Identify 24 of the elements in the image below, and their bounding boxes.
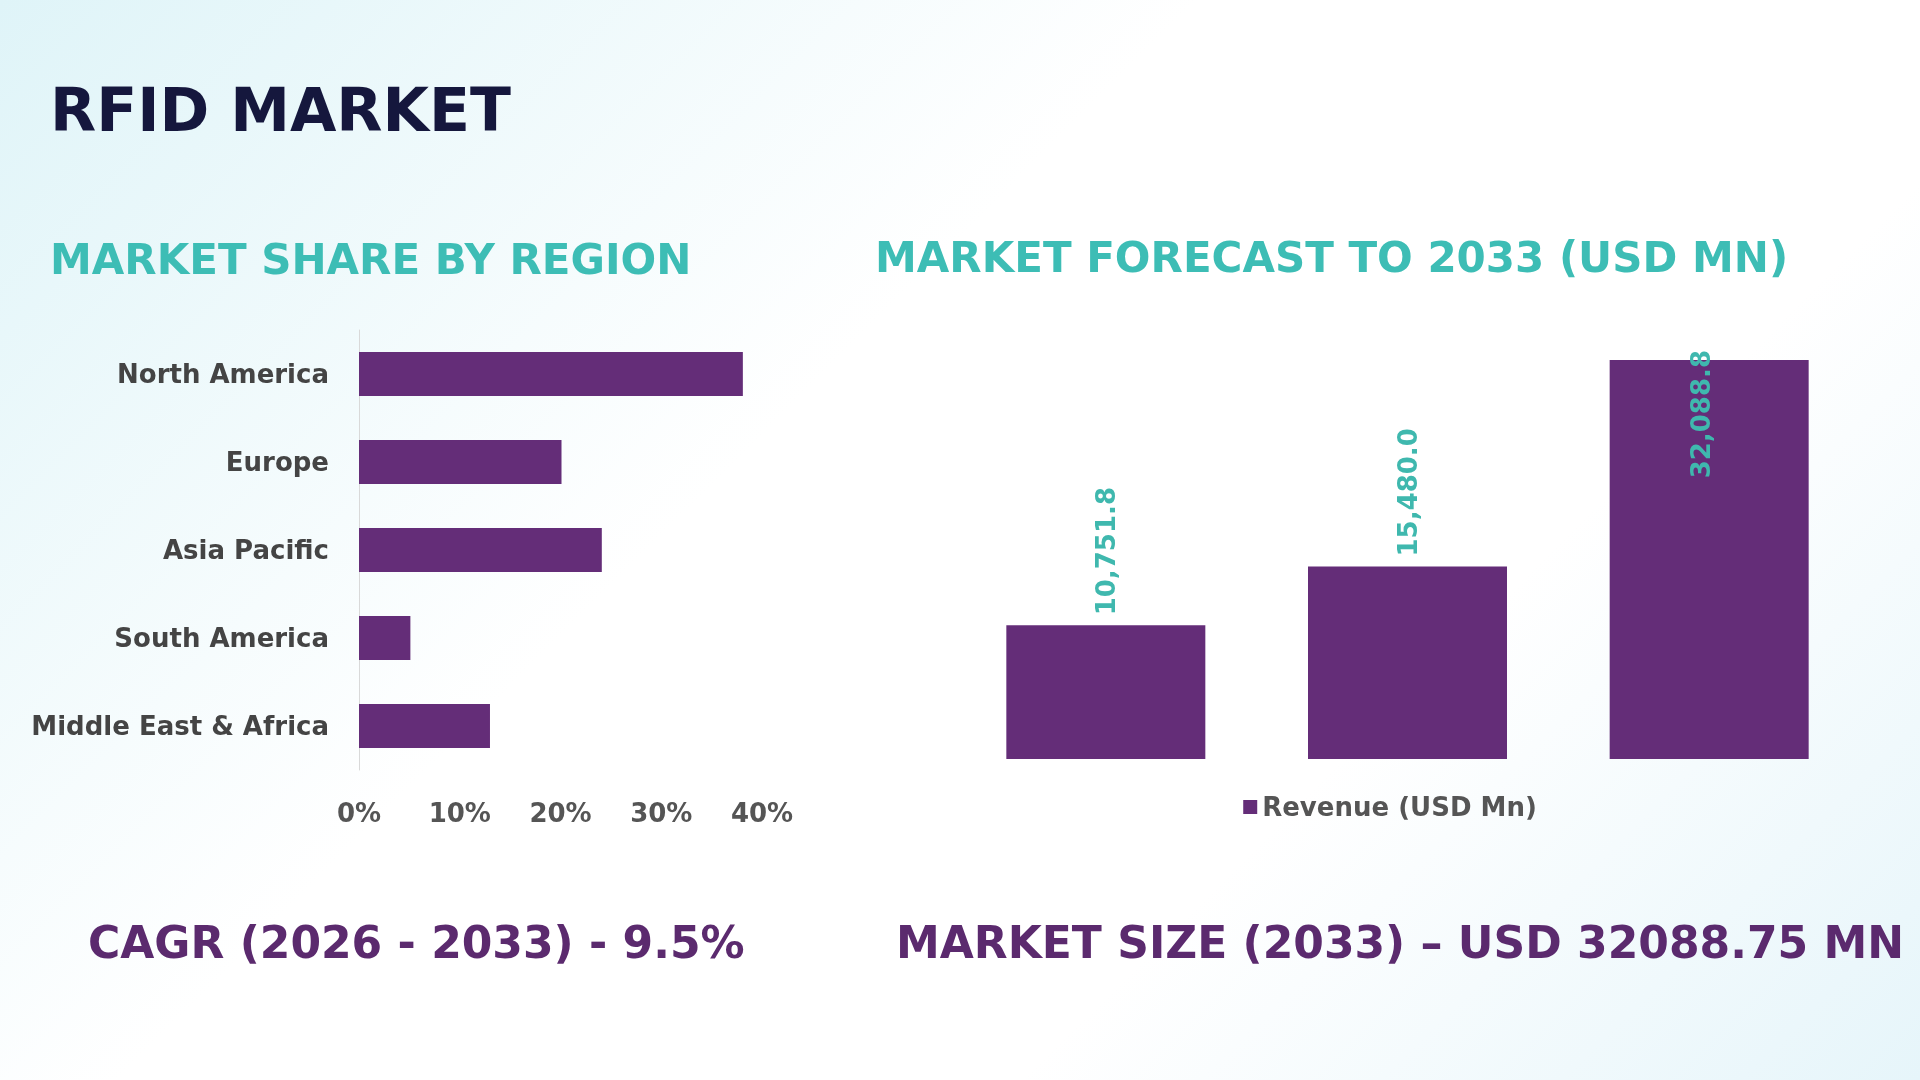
data-label: 32,088.8 — [1686, 350, 1717, 479]
legend-label: Revenue (USD Mn) — [1262, 792, 1537, 822]
y-tick-label: South America — [114, 623, 329, 653]
bar — [359, 352, 743, 396]
y-tick-label: Middle East & Africa — [31, 711, 329, 741]
chart-title: RFID MARKET — [50, 75, 512, 145]
y-tick-label: Asia Pacific — [162, 535, 329, 565]
x-tick-label: 40% — [730, 798, 794, 828]
bar — [359, 704, 490, 748]
data-label: 10,751.8 — [1090, 487, 1121, 616]
chart-subtitle: MARKET SHARE BY REGION — [50, 234, 692, 284]
bar — [359, 528, 602, 572]
text: MARKET SIZE (2033) – USD 32088.75 MN — [896, 916, 1905, 968]
data-label: 15,480.0 — [1392, 428, 1423, 557]
y-tick-label: Europe — [225, 447, 329, 477]
bar — [359, 440, 562, 484]
x-tick-label: 30% — [630, 798, 693, 828]
chart-title: MARKET FORECAST TO 2033 (USD MN) — [875, 232, 1789, 282]
x-tick-label: 10% — [428, 798, 491, 828]
y-tick-label: North America — [117, 359, 329, 389]
bar — [359, 616, 411, 660]
text: CAGR (2026 - 2033) - 9.5% — [88, 916, 745, 968]
x-tick-label: 20% — [529, 798, 592, 828]
x-tick-label: 0% — [336, 798, 382, 828]
